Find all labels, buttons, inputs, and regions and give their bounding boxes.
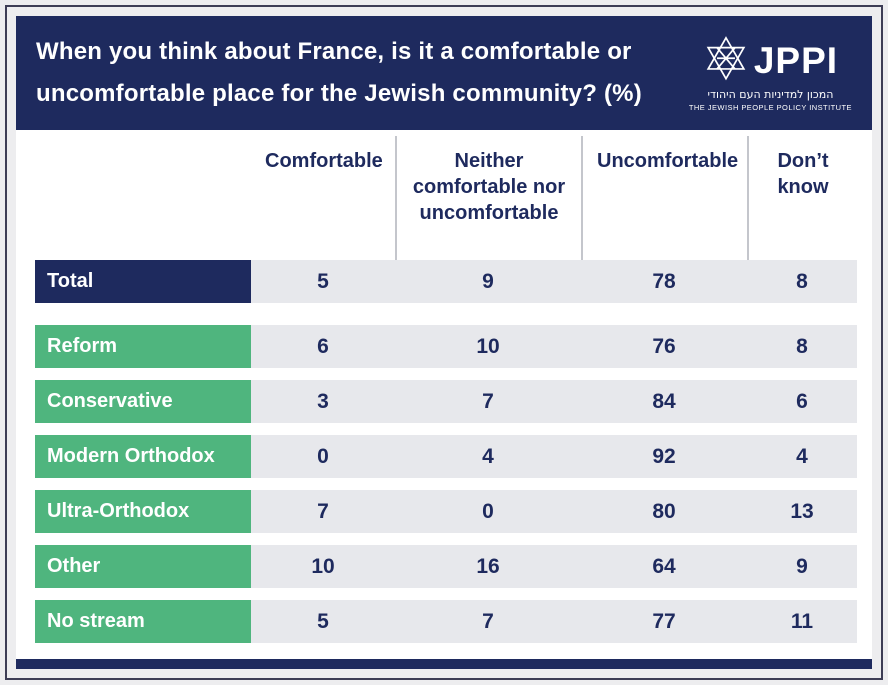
table-row-no-stream: No stream 5 7 77 11 [35, 600, 857, 643]
value-cell: 64 [581, 545, 747, 588]
value-cell: 0 [395, 490, 581, 533]
row-label: Total [35, 260, 251, 303]
value-cell: 6 [251, 325, 395, 368]
value-cell: 92 [581, 435, 747, 478]
row-label: Modern Orthodox [35, 435, 251, 478]
value-cell: 78 [581, 260, 747, 303]
value-cell: 76 [581, 325, 747, 368]
column-header-dont-know: Don’t know [747, 136, 857, 260]
row-label: No stream [35, 600, 251, 643]
bottom-accent-bar [16, 659, 872, 669]
value-cell: 8 [747, 260, 857, 303]
jppi-hebrew-name: המכון למדיניות העם היהודי [707, 87, 834, 101]
table-row-total: Total 5 9 78 8 [35, 260, 857, 303]
row-label: Other [35, 545, 251, 588]
table-row-other: Other 10 16 64 9 [35, 545, 857, 588]
jppi-acronym: JPPI [753, 39, 839, 81]
value-cell: 13 [747, 490, 857, 533]
page-frame: When you think about France, is it a com… [5, 5, 883, 680]
value-cell: 8 [747, 325, 857, 368]
jppi-logo-top: JPPI [703, 35, 838, 86]
row-label: Conservative [35, 380, 251, 423]
table-row-ultra-orthodox: Ultra-Orthodox 7 0 80 13 [35, 490, 857, 533]
table-row-reform: Reform 6 10 76 8 [35, 325, 857, 368]
value-cell: 10 [251, 545, 395, 588]
value-cell: 9 [747, 545, 857, 588]
value-cell: 10 [395, 325, 581, 368]
value-cell: 80 [581, 490, 747, 533]
value-cell: 4 [747, 435, 857, 478]
question-title: When you think about France, is it a com… [36, 31, 642, 115]
question-header: When you think about France, is it a com… [16, 16, 872, 130]
value-cell: 16 [395, 545, 581, 588]
row-label: Ultra-Orthodox [35, 490, 251, 533]
star-of-david-icon [703, 35, 749, 86]
value-cell: 3 [251, 380, 395, 423]
question-title-line-2: uncomfortable place for the Jewish commu… [36, 80, 642, 107]
table-area: Comfortable Neither comfortable nor unco… [16, 130, 872, 669]
table-row-modern-orthodox: Modern Orthodox 0 4 92 4 [35, 435, 857, 478]
value-cell: 9 [395, 260, 581, 303]
value-cell: 5 [251, 260, 395, 303]
column-header-neither: Neither comfortable nor uncomfortable [395, 136, 581, 260]
value-cell: 11 [747, 600, 857, 643]
jppi-english-name: THE JEWISH PEOPLE POLICY INSTITUTE [688, 102, 852, 112]
column-header-uncomfortable: Uncomfortable [581, 136, 747, 260]
value-cell: 4 [395, 435, 581, 478]
value-cell: 7 [395, 600, 581, 643]
value-cell: 7 [395, 380, 581, 423]
value-cell: 84 [581, 380, 747, 423]
jppi-logo: JPPI המכון למדיניות העם היהודי THE JEWIS… [689, 35, 852, 112]
question-title-line-1: When you think about France, is it a com… [36, 38, 632, 65]
column-header-comfortable: Comfortable [265, 150, 383, 172]
row-label: Reform [35, 325, 251, 368]
value-cell: 0 [251, 435, 395, 478]
value-cell: 77 [581, 600, 747, 643]
corner-cell [35, 136, 251, 260]
table-row-conservative: Conservative 3 7 84 6 [35, 380, 857, 423]
table-header-row: Comfortable Neither comfortable nor unco… [35, 136, 857, 260]
value-cell: 5 [251, 600, 395, 643]
value-cell: 6 [747, 380, 857, 423]
value-cell: 7 [251, 490, 395, 533]
